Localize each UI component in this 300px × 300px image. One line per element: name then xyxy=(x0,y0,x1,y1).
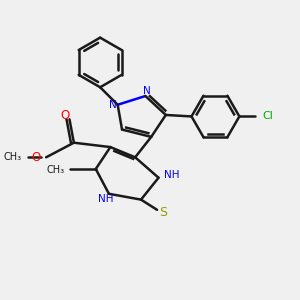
Text: N: N xyxy=(110,100,117,110)
Text: S: S xyxy=(159,206,167,219)
Text: CH₃: CH₃ xyxy=(47,165,65,176)
Text: NH: NH xyxy=(98,194,114,204)
Text: O: O xyxy=(32,151,41,164)
Text: Cl: Cl xyxy=(263,111,274,122)
Text: NH: NH xyxy=(164,170,180,180)
Text: N: N xyxy=(143,86,151,96)
Text: CH₃: CH₃ xyxy=(4,152,22,162)
Text: O: O xyxy=(61,110,70,122)
